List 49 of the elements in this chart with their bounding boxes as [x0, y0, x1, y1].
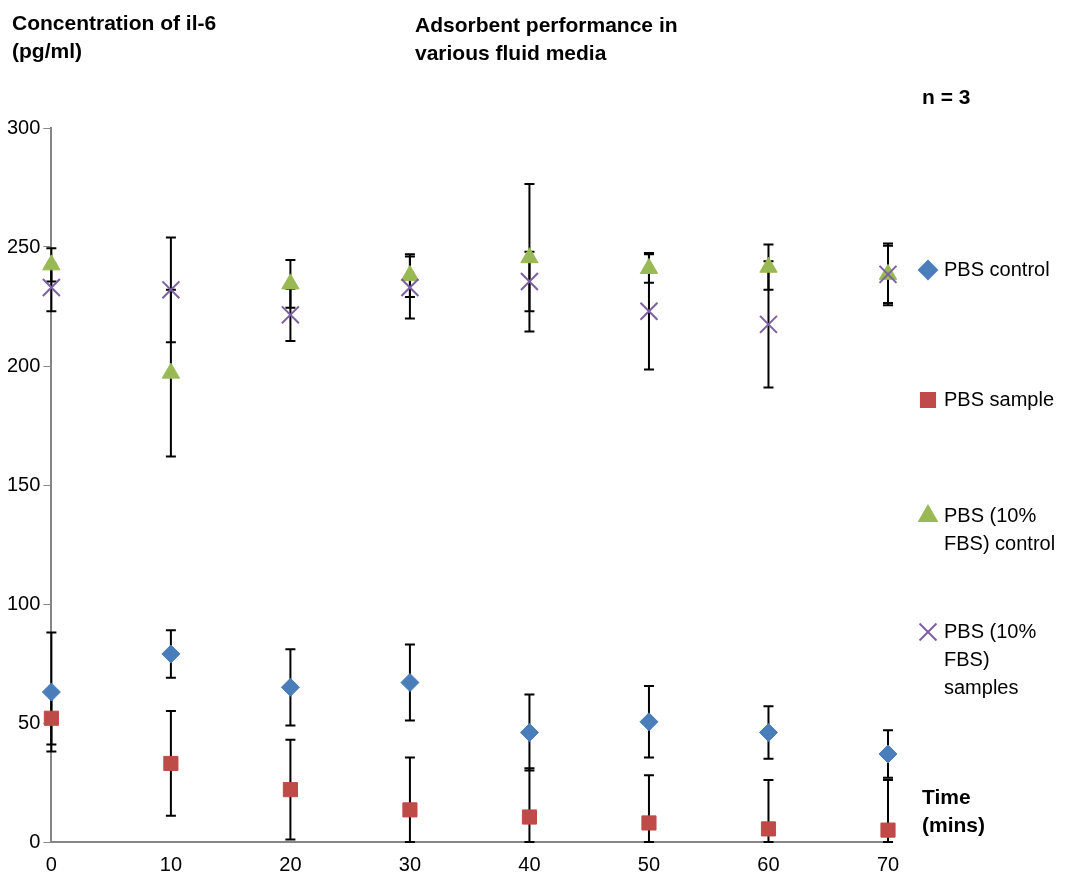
x-tick-label: 0 [45, 852, 57, 875]
x-tick-label: 10 [159, 852, 183, 875]
text: n = 3 [922, 85, 971, 109]
point [161, 362, 181, 379]
point [400, 277, 420, 297]
x-tick-label: 70 [876, 852, 900, 875]
y-tick-label: 50 [18, 710, 41, 733]
point [521, 809, 538, 825]
point [759, 256, 778, 273]
x-tick-label: 60 [757, 852, 780, 875]
point [400, 673, 420, 693]
point [880, 822, 896, 838]
x-axis-title: Time (mins) [922, 785, 985, 837]
point [758, 723, 778, 743]
point [280, 677, 300, 697]
point [639, 301, 659, 321]
legend-label: PBS (10% FBS) control [944, 503, 1056, 554]
legend-label: PBS (10% FBS) samples [944, 619, 1037, 698]
x-tick-label: 30 [398, 852, 422, 875]
point [878, 744, 898, 764]
point [519, 272, 539, 291]
y-tick-label: 100 [6, 591, 41, 614]
y-axis-title: Concentration of il-6 (pg/ml) [12, 11, 217, 63]
point [280, 305, 300, 325]
y-tick-label: 300 [6, 115, 41, 138]
point [760, 821, 777, 837]
x-tick-label: 50 [637, 852, 661, 875]
y-tick-label: 150 [6, 472, 41, 495]
point [161, 644, 181, 664]
y-tick-label: 200 [6, 353, 41, 376]
legend-label: PBS control [944, 257, 1050, 280]
y-tick-label: 250 [6, 234, 41, 257]
point [163, 755, 179, 772]
point [519, 723, 539, 743]
point [402, 802, 418, 818]
point [281, 273, 300, 290]
point [282, 782, 298, 798]
point [641, 815, 657, 831]
y-tick-label: 0 [29, 829, 41, 852]
x-tick-label: 40 [518, 852, 541, 875]
point [639, 257, 659, 274]
point [161, 280, 181, 300]
legend-label: PBS sample [944, 387, 1055, 410]
chart-title: Adsorbent performance in various fluid media [415, 13, 678, 65]
point [520, 247, 539, 264]
x-tick-label: 20 [279, 852, 302, 875]
point [400, 265, 420, 282]
point [759, 314, 778, 334]
point [639, 712, 659, 732]
